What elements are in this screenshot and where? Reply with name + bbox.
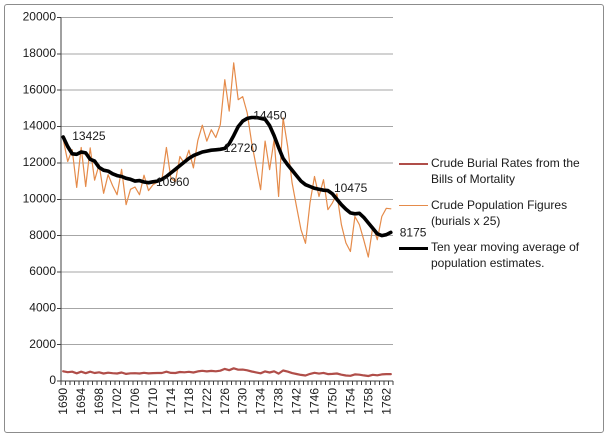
svg-text:1714: 1714 bbox=[164, 388, 178, 415]
x-axis-labels: 1690 1694 1698 1702 1706 1710 1714 1718 1722 1726… bbox=[56, 388, 393, 415]
svg-text:18000: 18000 bbox=[23, 46, 57, 60]
svg-text:10475: 10475 bbox=[334, 181, 368, 195]
series-line-1 bbox=[62, 62, 392, 258]
svg-text:1702: 1702 bbox=[110, 388, 124, 415]
svg-text:1758: 1758 bbox=[361, 388, 375, 415]
svg-text:13425: 13425 bbox=[72, 129, 106, 143]
legend-item-burial-rates: Crude Burial Rates from the Bills of Mor… bbox=[399, 156, 599, 187]
chart-outer-border bbox=[4, 4, 604, 433]
svg-text:8175: 8175 bbox=[400, 226, 427, 240]
svg-text:1694: 1694 bbox=[74, 388, 88, 415]
legend-item-population-figures: Crude Population Figures (burials x 25) bbox=[399, 198, 599, 229]
legend-line-swatch-burial-rates bbox=[399, 163, 428, 165]
y-axis-labels: 0 2000 4000 6000 8000 10000 12000 14000 16000 180… bbox=[23, 10, 57, 388]
svg-text:1754: 1754 bbox=[343, 388, 357, 415]
svg-text:1750: 1750 bbox=[325, 388, 339, 415]
svg-text:1762: 1762 bbox=[379, 388, 393, 415]
svg-text:10960: 10960 bbox=[156, 175, 190, 189]
chart-legend: Crude Burial Rates from the Bills of Mor… bbox=[399, 156, 599, 282]
svg-text:1718: 1718 bbox=[182, 388, 196, 415]
svg-text:0: 0 bbox=[49, 373, 56, 387]
svg-text:12000: 12000 bbox=[23, 155, 57, 169]
svg-text:1710: 1710 bbox=[146, 388, 160, 415]
svg-text:1742: 1742 bbox=[290, 388, 304, 415]
svg-text:1738: 1738 bbox=[272, 388, 286, 415]
svg-text:16000: 16000 bbox=[23, 82, 57, 96]
svg-text:10000: 10000 bbox=[23, 191, 57, 205]
series-line-2 bbox=[61, 115, 393, 238]
svg-text:1706: 1706 bbox=[128, 388, 142, 415]
legend-label-population-figures: Crude Population Figures (burials x 25) bbox=[431, 198, 568, 228]
svg-text:1722: 1722 bbox=[200, 388, 214, 415]
svg-text:14450: 14450 bbox=[253, 109, 287, 123]
svg-text:1690: 1690 bbox=[56, 388, 70, 415]
svg-text:14000: 14000 bbox=[23, 119, 57, 133]
axes bbox=[57, 17, 394, 385]
svg-text:8000: 8000 bbox=[29, 228, 56, 242]
svg-text:1726: 1726 bbox=[218, 388, 232, 415]
gridlines bbox=[61, 17, 393, 346]
svg-text:1746: 1746 bbox=[307, 388, 321, 415]
data-labels: 13425 10960 12720 14450 10475 8175 bbox=[72, 109, 427, 240]
svg-text:6000: 6000 bbox=[29, 264, 56, 278]
legend-label-burial-rates: Crude Burial Rates from the Bills of Mor… bbox=[431, 156, 580, 186]
svg-text:1730: 1730 bbox=[236, 388, 250, 415]
legend-line-swatch-moving-average bbox=[399, 247, 428, 250]
series-line-0 bbox=[62, 367, 392, 378]
svg-text:1698: 1698 bbox=[92, 388, 106, 415]
svg-text:2000: 2000 bbox=[29, 337, 56, 351]
svg-text:20000: 20000 bbox=[23, 10, 57, 24]
svg-text:12720: 12720 bbox=[224, 141, 258, 155]
svg-text:4000: 4000 bbox=[29, 300, 56, 314]
svg-text:1734: 1734 bbox=[254, 388, 268, 415]
legend-label-moving-average: Ten year moving average of population es… bbox=[431, 240, 580, 270]
legend-line-swatch-population-figures bbox=[399, 205, 428, 206]
legend-item-moving-average: Ten year moving average of population es… bbox=[399, 240, 599, 271]
